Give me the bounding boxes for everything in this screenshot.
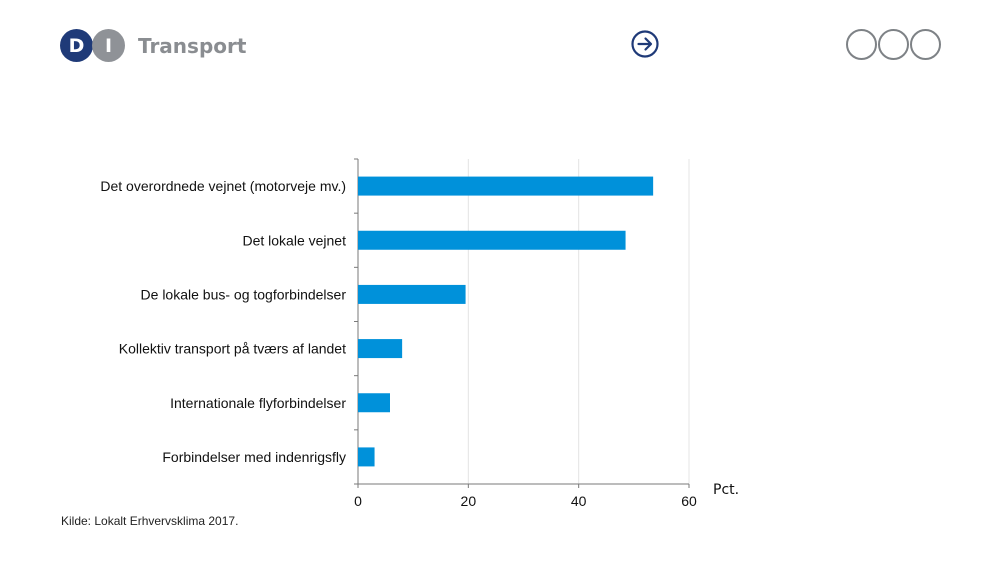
logo-text: Transport [138, 33, 247, 58]
bar [358, 339, 403, 359]
bar [358, 230, 626, 250]
x-tick-label: 40 [571, 493, 587, 509]
bar [358, 393, 390, 413]
arrow-right-circle-icon[interactable] [630, 29, 660, 59]
x-axis-unit-label: Pct. [713, 482, 739, 498]
logo-i-circle: I [92, 29, 125, 62]
source-note: Kilde: Lokalt Erhvervsklima 2017. [61, 514, 239, 528]
category-label: Forbindelser med indenrigsfly [162, 449, 346, 465]
category-label: Det lokale vejnet [242, 232, 346, 248]
bar [358, 176, 654, 196]
category-label: De lokale bus- og togforbindelser [141, 286, 347, 302]
bar [358, 284, 466, 304]
di-logo: D I Transport [60, 29, 246, 62]
category-label: Kollektiv transport på tværs af landet [119, 341, 346, 357]
x-tick-label: 20 [461, 493, 477, 509]
x-tick-label: 0 [354, 493, 362, 509]
x-tick-label: 60 [681, 493, 697, 509]
nav-dot[interactable] [878, 29, 909, 60]
category-label: Internationale flyforbindelser [170, 395, 346, 411]
nav-dot[interactable] [910, 29, 941, 60]
navigation-dots [846, 29, 941, 60]
bar [358, 447, 375, 467]
logo-d-circle: D [60, 29, 93, 62]
category-label: Det overordnede vejnet (motorveje mv.) [100, 178, 346, 194]
nav-dot[interactable] [846, 29, 877, 60]
